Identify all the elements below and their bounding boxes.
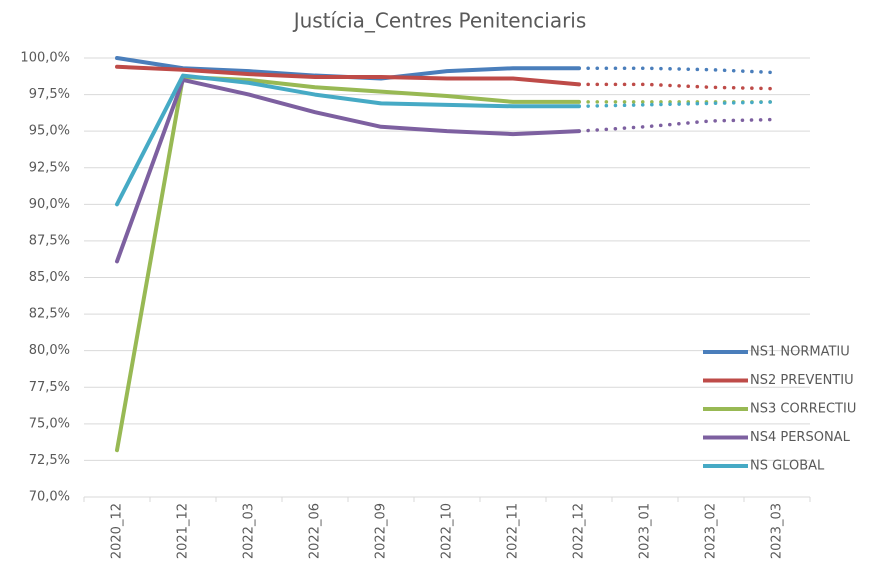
- y-tick-label: 72,5%: [29, 453, 70, 468]
- x-tick-label: 2022_09: [374, 503, 389, 559]
- y-tick-label: 85,0%: [29, 270, 70, 285]
- x-tick-label: 2022_03: [242, 503, 257, 559]
- x-tick-label: 2023_01: [638, 503, 653, 559]
- series-line: [115, 64, 581, 87]
- x-tick-label: 2022_06: [308, 503, 323, 559]
- legend-label: NS1 NORMATIU: [750, 345, 850, 360]
- y-tick-label: 82,5%: [29, 307, 70, 322]
- legend-label: NS GLOBAL: [750, 459, 825, 474]
- x-tick-label: 2022_10: [440, 503, 455, 559]
- y-tick-label: 87,5%: [29, 233, 70, 248]
- series-line: [115, 77, 581, 264]
- forecast-line: [577, 100, 779, 109]
- y-tick-label: 97,5%: [29, 87, 70, 102]
- x-tick-label: 2022_12: [572, 503, 587, 559]
- y-tick-label: 75,0%: [29, 416, 70, 431]
- y-tick-label: 80,0%: [29, 343, 70, 358]
- y-tick-label: 100,0%: [20, 51, 70, 66]
- y-tick-label: 77,5%: [29, 380, 70, 395]
- legend-label: NS3 CORRECTIU: [750, 402, 856, 417]
- x-tick-label: 2021_12: [176, 503, 191, 559]
- y-tick-label: 90,0%: [29, 197, 70, 212]
- forecast-line: [577, 66, 779, 75]
- x-tick-label: 2020_12: [110, 503, 125, 559]
- forecast-line: [577, 82, 779, 91]
- series-line: [115, 73, 581, 207]
- legend-label: NS2 PREVENTIU: [750, 373, 854, 388]
- y-tick-label: 92,5%: [29, 160, 70, 175]
- forecast-line: [577, 117, 779, 133]
- legend-label: NS4 PERSONAL: [750, 430, 851, 445]
- chart-title: Justícia_Centres Penitenciaris: [292, 9, 587, 33]
- y-tick-label: 70,0%: [29, 490, 70, 505]
- x-tick-label: 2023_03: [770, 503, 785, 559]
- x-tick-label: 2022_11: [506, 503, 521, 559]
- y-tick-label: 95,0%: [29, 124, 70, 139]
- x-tick-label: 2023_02: [704, 503, 719, 559]
